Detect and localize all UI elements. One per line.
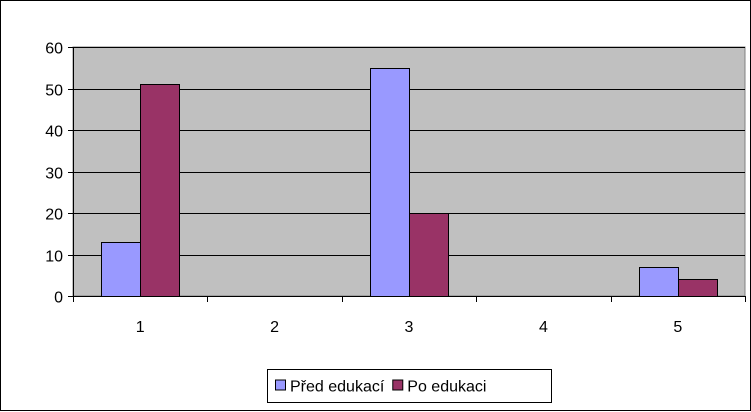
- legend: Před edukací Po edukaci: [267, 369, 552, 403]
- bar-pred-edukaci-1: [101, 242, 141, 297]
- legend-label: Před edukací: [290, 379, 385, 396]
- bar-pred-edukaci-5: [639, 267, 679, 297]
- axes: [73, 47, 745, 297]
- y-tick-label: 0: [54, 290, 63, 307]
- y-tick-label: 20: [45, 207, 63, 224]
- x-tick-label: 2: [270, 319, 279, 336]
- y-tick-label: 10: [45, 249, 63, 266]
- x-tick-label: 3: [405, 319, 414, 336]
- legend-swatch: [275, 379, 286, 391]
- y-tick-label: 50: [45, 83, 63, 100]
- bar-po-edukaci-3: [409, 213, 449, 297]
- y-tick-label: 30: [45, 166, 63, 183]
- bar-po-edukaci-1: [140, 84, 180, 297]
- y-tick-label: 40: [45, 124, 63, 141]
- x-tick-label: 4: [539, 319, 548, 336]
- y-axis-ticks: 0 10 20 30 40 50 60: [45, 41, 73, 307]
- bar-po-edukaci-5: [678, 279, 718, 297]
- y-tick-label: 60: [45, 41, 63, 58]
- bars: [101, 68, 718, 297]
- x-tick-label: 1: [136, 319, 145, 336]
- legend-box: [267, 369, 552, 403]
- x-tick-label: 5: [673, 319, 682, 336]
- legend-label: Po edukaci: [407, 379, 486, 396]
- legend-swatch: [392, 379, 404, 391]
- x-axis-ticks: 1 2 3 4 5: [73, 296, 746, 336]
- bar-pred-edukaci-3: [370, 68, 410, 297]
